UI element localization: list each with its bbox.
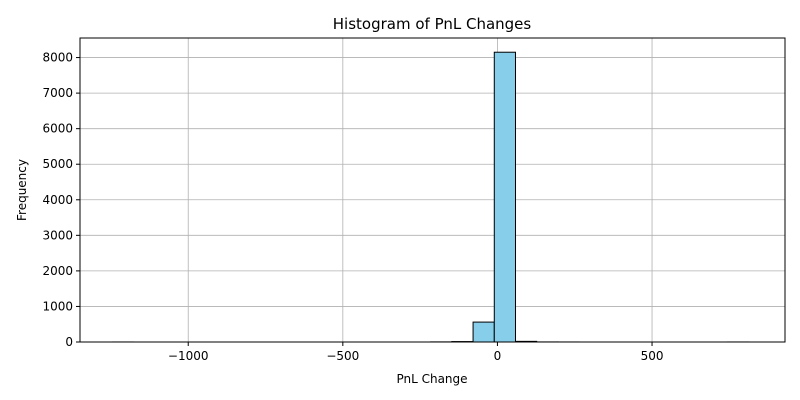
- y-tick-label: 0: [65, 335, 73, 349]
- x-axis-ticks: −1000 −500 0 500: [168, 342, 664, 363]
- y-axis-ticks: 0 1000 2000 3000 4000 5000 6000 7000 8000: [42, 51, 80, 349]
- y-tick-label: 7000: [42, 86, 73, 100]
- y-tick-label: 6000: [42, 122, 73, 136]
- y-tick-label: 5000: [42, 157, 73, 171]
- y-axis-label: Frequency: [15, 159, 29, 221]
- chart-title: Histogram of PnL Changes: [333, 15, 532, 33]
- histogram-bar: [472, 321, 495, 343]
- y-tick-label: 4000: [42, 193, 73, 207]
- y-tick-label: 2000: [42, 264, 73, 278]
- x-tick-label: −500: [326, 349, 359, 363]
- x-tick-label: 500: [641, 349, 664, 363]
- x-axis-label: PnL Change: [396, 372, 467, 386]
- x-tick-label: −1000: [168, 349, 209, 363]
- plot-frame: [79, 37, 786, 343]
- y-tick-label: 3000: [42, 228, 73, 242]
- histogram-bars: [111, 51, 750, 343]
- y-tick-label: 8000: [42, 51, 73, 65]
- y-tick-label: 1000: [42, 299, 73, 313]
- x-tick-label: 0: [494, 349, 502, 363]
- histogram-bar: [493, 51, 516, 343]
